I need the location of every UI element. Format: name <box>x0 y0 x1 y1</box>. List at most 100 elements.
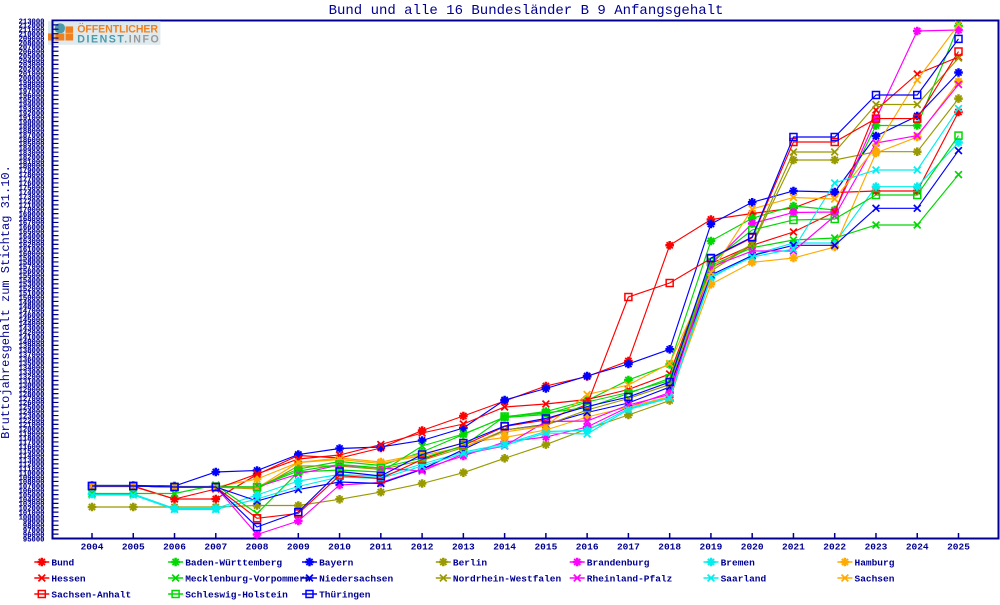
svg-text:DIENST.INFO: DIENST.INFO <box>77 34 160 46</box>
svg-text:2022: 2022 <box>823 542 846 553</box>
svg-text:117000: 117000 <box>19 440 45 448</box>
svg-text:126000: 126000 <box>19 400 45 408</box>
svg-text:213000: 213000 <box>19 18 45 26</box>
svg-text:176000: 176000 <box>19 181 45 189</box>
svg-text:2014: 2014 <box>493 542 516 553</box>
svg-text:211000: 211000 <box>19 27 45 35</box>
svg-text:103000: 103000 <box>19 501 45 509</box>
svg-text:140000: 140000 <box>19 339 45 347</box>
svg-text:2009: 2009 <box>287 542 310 553</box>
svg-text:122000: 122000 <box>19 418 45 426</box>
svg-text:159000: 159000 <box>19 255 45 263</box>
svg-text:Hessen: Hessen <box>51 573 86 584</box>
svg-text:164000: 164000 <box>19 233 45 241</box>
svg-text:Thüringen: Thüringen <box>319 589 371 600</box>
svg-text:112000: 112000 <box>19 462 45 470</box>
svg-text:119000: 119000 <box>19 431 45 439</box>
svg-text:170000: 170000 <box>19 207 45 215</box>
svg-text:208000: 208000 <box>19 40 45 48</box>
svg-text:2017: 2017 <box>617 542 640 553</box>
svg-text:188000: 188000 <box>19 128 45 136</box>
svg-text:136000: 136000 <box>19 356 45 364</box>
svg-text:Baden-Württemberg: Baden-Württemberg <box>185 557 282 568</box>
svg-text:125000: 125000 <box>19 405 45 413</box>
svg-text:100000: 100000 <box>19 514 45 522</box>
svg-text:Sachsen-Anhalt: Sachsen-Anhalt <box>51 589 131 600</box>
svg-text:200000: 200000 <box>19 75 45 83</box>
svg-text:177000: 177000 <box>19 176 45 184</box>
svg-text:111000: 111000 <box>19 466 45 474</box>
svg-text:142000: 142000 <box>19 330 45 338</box>
svg-text:95000: 95000 <box>23 536 45 544</box>
svg-text:106000: 106000 <box>19 488 45 496</box>
svg-text:Mecklenburg-Vorpommern: Mecklenburg-Vorpommern <box>185 573 311 584</box>
svg-text:209000: 209000 <box>19 36 45 44</box>
svg-text:2016: 2016 <box>576 542 599 553</box>
svg-text:127000: 127000 <box>19 396 45 404</box>
svg-text:Bruttojahresgehalt zum Stichta: Bruttojahresgehalt zum Stichtag 31.10. <box>0 165 13 439</box>
svg-text:2024: 2024 <box>906 542 929 553</box>
svg-text:2021: 2021 <box>782 542 805 553</box>
svg-text:120000: 120000 <box>19 427 45 435</box>
svg-text:138000: 138000 <box>19 348 45 356</box>
svg-text:139000: 139000 <box>19 343 45 351</box>
svg-text:175000: 175000 <box>19 185 45 193</box>
svg-text:124000: 124000 <box>19 409 45 417</box>
svg-text:160000: 160000 <box>19 251 45 259</box>
svg-text:ÖFFENTLICHER: ÖFFENTLICHER <box>77 23 158 36</box>
svg-text:183000: 183000 <box>19 150 45 158</box>
svg-text:147000: 147000 <box>19 308 45 316</box>
svg-text:194000: 194000 <box>19 102 45 110</box>
svg-text:155000: 155000 <box>19 273 45 281</box>
svg-text:204000: 204000 <box>19 58 45 66</box>
svg-text:Berlin: Berlin <box>453 557 488 568</box>
svg-text:2025: 2025 <box>947 542 970 553</box>
svg-text:141000: 141000 <box>19 334 45 342</box>
svg-text:150000: 150000 <box>19 295 45 303</box>
svg-text:192000: 192000 <box>19 110 45 118</box>
svg-text:130000: 130000 <box>19 383 45 391</box>
svg-text:190000: 190000 <box>19 119 45 127</box>
svg-text:2019: 2019 <box>700 542 723 553</box>
svg-text:Schleswig-Holstein: Schleswig-Holstein <box>185 589 288 600</box>
svg-text:101000: 101000 <box>19 510 45 518</box>
svg-text:Niedersachsen: Niedersachsen <box>319 573 393 584</box>
svg-text:185000: 185000 <box>19 141 45 149</box>
svg-text:146000: 146000 <box>19 312 45 320</box>
svg-text:196000: 196000 <box>19 93 45 101</box>
svg-text:210000: 210000 <box>19 31 45 39</box>
svg-text:191000: 191000 <box>19 115 45 123</box>
svg-text:195000: 195000 <box>19 97 45 105</box>
svg-text:134000: 134000 <box>19 365 45 373</box>
svg-text:212000: 212000 <box>19 23 45 31</box>
svg-text:133000: 133000 <box>19 369 45 377</box>
svg-text:123000: 123000 <box>19 413 45 421</box>
svg-text:135000: 135000 <box>19 361 45 369</box>
svg-text:207000: 207000 <box>19 45 45 53</box>
svg-text:163000: 163000 <box>19 238 45 246</box>
svg-text:203000: 203000 <box>19 62 45 70</box>
svg-text:137000: 137000 <box>19 352 45 360</box>
svg-text:145000: 145000 <box>19 317 45 325</box>
svg-text:201000: 201000 <box>19 71 45 79</box>
svg-text:2020: 2020 <box>741 542 764 553</box>
svg-text:2008: 2008 <box>246 542 269 553</box>
svg-text:105000: 105000 <box>19 492 45 500</box>
svg-text:171000: 171000 <box>19 203 45 211</box>
svg-text:2005: 2005 <box>122 542 145 553</box>
svg-text:173000: 173000 <box>19 194 45 202</box>
svg-text:174000: 174000 <box>19 190 45 198</box>
svg-text:115000: 115000 <box>19 449 45 457</box>
svg-text:102000: 102000 <box>19 506 45 514</box>
svg-text:129000: 129000 <box>19 387 45 395</box>
svg-text:184000: 184000 <box>19 146 45 154</box>
svg-text:181000: 181000 <box>19 159 45 167</box>
svg-text:107000: 107000 <box>19 484 45 492</box>
svg-text:96000: 96000 <box>23 532 45 540</box>
svg-text:Bayern: Bayern <box>319 557 354 568</box>
svg-text:205000: 205000 <box>19 53 45 61</box>
svg-text:148000: 148000 <box>19 304 45 312</box>
svg-text:99000: 99000 <box>23 519 45 527</box>
svg-text:Bund und alle 16 Bundesländer: Bund und alle 16 Bundesländer B 9 Anfang… <box>329 3 724 19</box>
svg-text:178000: 178000 <box>19 172 45 180</box>
